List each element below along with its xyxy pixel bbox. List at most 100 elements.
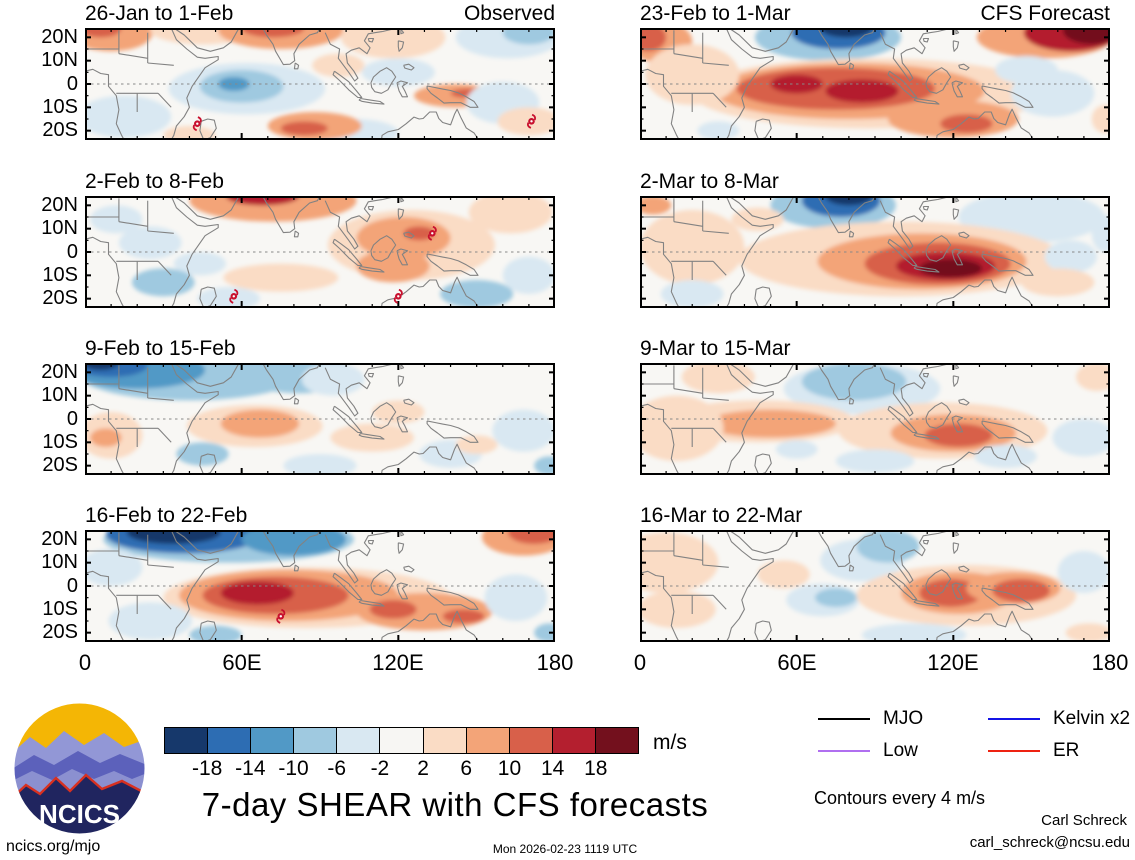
y-axis-label: 10S bbox=[42, 264, 78, 286]
y-axis-label: 0 bbox=[66, 575, 78, 597]
y-axis-label: 10S bbox=[42, 598, 78, 620]
map-plot bbox=[85, 196, 555, 308]
legend-item-kelvin: Kelvin x2 bbox=[988, 708, 1130, 730]
map-plot bbox=[640, 28, 1110, 140]
colorbar-tick-label: -14 bbox=[235, 757, 266, 780]
timestamp: Mon 2026-02-23 1119 UTC bbox=[492, 842, 638, 856]
panel-forecast-week3: 9-Mar to 15-Mar bbox=[640, 337, 1110, 475]
x-axis-label: 0 bbox=[633, 650, 647, 675]
panel-title: 9-Feb to 15-Feb bbox=[85, 337, 236, 360]
legend-item-mjo: MJO bbox=[818, 708, 923, 730]
x-axis-label: 180 bbox=[1091, 650, 1129, 675]
y-axis-label: 0 bbox=[66, 241, 78, 263]
colorbar-segment bbox=[509, 728, 553, 753]
legend-item-low: Low bbox=[818, 740, 918, 762]
panel-observed-week1: 26-Jan to 1-Feb Observed bbox=[85, 2, 555, 140]
tropical-cyclone-icon bbox=[192, 116, 202, 132]
figure-title: 7-day SHEAR with CFS forecasts bbox=[201, 786, 709, 823]
colorbar-tick-label: 2 bbox=[417, 757, 429, 780]
map-plot bbox=[640, 196, 1110, 308]
map-plot bbox=[85, 530, 555, 642]
y-axis-label: 10N bbox=[41, 384, 78, 406]
map-plot bbox=[85, 28, 555, 140]
map-plot bbox=[85, 363, 555, 475]
tropical-cyclone-icon bbox=[527, 113, 536, 129]
x-axis-label: 120E bbox=[927, 650, 979, 675]
panel-title: 16-Feb to 22-Feb bbox=[85, 504, 248, 527]
site-url: ncics.org/mjo bbox=[6, 838, 101, 855]
logo-text: NCICS bbox=[39, 799, 120, 829]
panel-observed-week2: 2-Feb to 8-Feb bbox=[85, 170, 555, 308]
colorbar-segment bbox=[251, 728, 295, 753]
panel-forecast-week2: 2-Mar to 8-Mar bbox=[640, 170, 1110, 308]
colorbar-tick-label: -6 bbox=[327, 757, 347, 780]
y-axis-label: 0 bbox=[66, 408, 78, 430]
panel-tag: CFS Forecast bbox=[980, 2, 1110, 25]
y-axis-label: 20S bbox=[42, 287, 78, 309]
legend-label: Low bbox=[883, 740, 918, 761]
legend-label: ER bbox=[1053, 740, 1080, 761]
logo-red-ridgeline bbox=[13, 773, 146, 799]
colorbar-tick-label: 6 bbox=[460, 757, 473, 780]
colorbar-tick-label: -2 bbox=[370, 757, 390, 780]
panel-title: 2-Mar to 8-Mar bbox=[640, 170, 779, 193]
y-axis-label: 10S bbox=[42, 431, 78, 453]
map-plot bbox=[640, 363, 1110, 475]
x-axis-label: 60E bbox=[222, 650, 262, 675]
colorbar-tick-label: -18 bbox=[191, 757, 223, 780]
map-plot bbox=[640, 530, 1110, 642]
y-axis-label: 10N bbox=[41, 217, 78, 239]
legend-label: MJO bbox=[883, 708, 924, 729]
panel-observed-week4: 16-Feb to 22-Feb bbox=[85, 504, 555, 642]
y-axis-label: 20N bbox=[41, 528, 78, 550]
panel-observed-week3: 9-Feb to 15-Feb bbox=[85, 337, 555, 475]
colorbar-segment bbox=[466, 728, 510, 753]
panel-tag: Observed bbox=[463, 2, 555, 25]
legend-label: Kelvin x2 bbox=[1053, 708, 1131, 729]
colorbar-segment bbox=[294, 728, 338, 753]
ncics-logo: NCICS bbox=[12, 701, 147, 836]
tropical-cyclone-icon bbox=[393, 288, 403, 304]
low-line bbox=[818, 750, 870, 752]
tropical-cyclone-icon bbox=[229, 288, 239, 304]
kelvin-line bbox=[988, 718, 1040, 720]
y-axis-label: 20N bbox=[41, 26, 78, 48]
colorbar-tick-label: -10 bbox=[278, 757, 309, 780]
y-axis-label: 20S bbox=[42, 454, 78, 476]
y-axis-label: 10N bbox=[41, 551, 78, 573]
panel-title: 26-Jan to 1-Feb bbox=[85, 2, 234, 25]
x-axis-label: 0 bbox=[78, 650, 92, 675]
contours-note: Contours every 4 m/s bbox=[814, 788, 986, 808]
author-email: carl_schreck@ncsu.edu bbox=[969, 834, 1130, 851]
x-axis-label: 180 bbox=[536, 650, 574, 675]
y-axis-label: 20N bbox=[41, 194, 78, 216]
x-axis-label: 60E bbox=[777, 650, 817, 675]
y-axis-label: 10N bbox=[41, 49, 78, 71]
colorbar-units: m/s bbox=[653, 731, 687, 754]
logo-front-ridge bbox=[13, 775, 146, 835]
author-name: Carl Schreck bbox=[1041, 812, 1127, 829]
legend-item-er: ER bbox=[988, 740, 1079, 762]
y-axis-label: 0 bbox=[66, 73, 78, 95]
colorbar-tick-label: 10 bbox=[497, 757, 522, 780]
colorbar-segment bbox=[423, 728, 467, 753]
colorbar-segment bbox=[337, 728, 381, 753]
mjo-line bbox=[818, 718, 870, 720]
colorbar bbox=[164, 727, 639, 754]
colorbar-segment bbox=[552, 728, 596, 753]
tropical-cyclone-icon bbox=[427, 225, 437, 241]
panel-title: 2-Feb to 8-Feb bbox=[85, 170, 224, 193]
colorbar-segment bbox=[165, 728, 209, 753]
y-axis-label: 10S bbox=[42, 96, 78, 118]
tropical-cyclone-icon bbox=[276, 608, 286, 624]
y-axis-label: 20S bbox=[42, 621, 78, 643]
colorbar-segment bbox=[380, 728, 424, 753]
panel-title: 16-Mar to 22-Mar bbox=[640, 504, 803, 527]
y-axis-label: 20S bbox=[42, 119, 78, 141]
colorbar-segment bbox=[595, 728, 639, 753]
panel-forecast-week4: 16-Mar to 22-Mar bbox=[640, 504, 1110, 642]
colorbar-tick-label: 18 bbox=[584, 757, 608, 780]
panel-title: 9-Mar to 15-Mar bbox=[640, 337, 791, 360]
x-axis-label: 120E bbox=[372, 650, 424, 675]
colorbar-tick-label: 14 bbox=[540, 757, 565, 780]
